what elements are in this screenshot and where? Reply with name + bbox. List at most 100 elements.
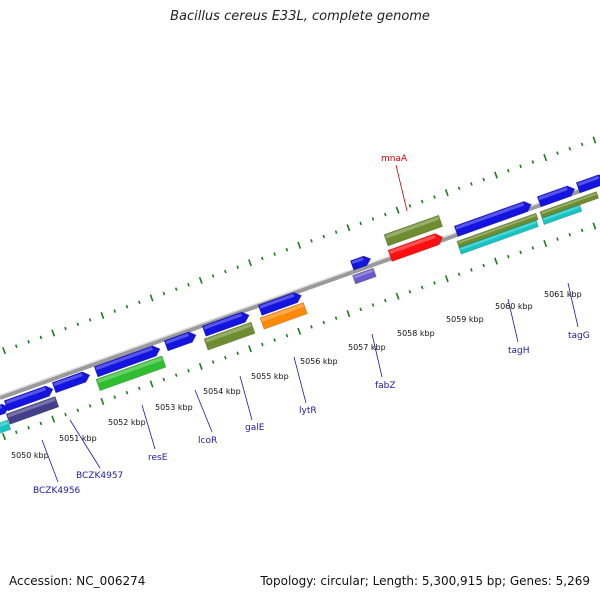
scale-dot-upper [470, 182, 473, 186]
scale-dot-upper [482, 177, 485, 182]
tick-label: 5059 kbp [446, 315, 484, 324]
scale-dot-lower [51, 415, 56, 423]
gene-bar [95, 355, 167, 392]
gene-shape [5, 396, 60, 425]
gene-shine [205, 323, 252, 343]
gene-shine [538, 187, 568, 201]
gene-shape [352, 267, 377, 285]
gene-shape [458, 219, 539, 255]
scale-dot-upper [444, 189, 449, 197]
topology-text: Topology: circular; Length: 5,300,915 bp… [260, 574, 590, 588]
gene-shine [0, 421, 8, 428]
tick-label: 5051 kbp [59, 434, 97, 443]
gene-shine [259, 293, 295, 309]
gene-shape [0, 403, 10, 418]
gene-bar [383, 214, 444, 247]
scale-dot-lower [395, 292, 400, 300]
gene-shine [543, 205, 580, 221]
tick-label: 5053 kbp [155, 403, 193, 412]
gene-shine [351, 257, 364, 264]
gene-shape [575, 174, 600, 194]
gene-label-connector [371, 333, 383, 378]
scale-dot-upper [51, 329, 56, 337]
scale-dot-lower [224, 355, 227, 360]
gene-shine [95, 347, 153, 371]
gene-bar [3, 385, 54, 412]
scale-dot-lower [519, 250, 522, 255]
scale-dot-upper [285, 247, 289, 252]
scale-dot-lower [371, 303, 375, 307]
scale-dot-upper [420, 199, 424, 204]
scale-dot-lower [248, 345, 252, 353]
scale-dot-upper [76, 322, 80, 327]
scale-dot-upper [162, 291, 166, 296]
gene-shape [203, 321, 256, 351]
gene-shape [539, 191, 600, 219]
scale-dot-lower [15, 430, 18, 434]
gene-bar [163, 331, 197, 352]
map-title: Bacillus cereus E33L, complete genome [170, 9, 430, 24]
gene-bar [458, 219, 539, 255]
gene-label: tagH [508, 346, 530, 356]
gene-shape [536, 185, 576, 208]
scale-dot-upper [149, 294, 154, 302]
scale-dot-upper [519, 164, 522, 169]
tick-labels: 5050 kbp 5051 kbp 5052 kbp 5053 kbp 5054 kbp… [11, 290, 582, 460]
gene-label: lcoR [198, 436, 217, 446]
scale-dot-upper [592, 136, 597, 144]
scale-dot-upper [39, 335, 43, 340]
scale-dot-upper [224, 269, 227, 274]
gene-label: lytR [299, 406, 317, 416]
scale-dot-lower [261, 342, 264, 347]
gene-shape [163, 331, 197, 352]
gene-shape [0, 419, 12, 435]
gene-label-connector [507, 298, 519, 343]
gene-shape [453, 200, 532, 237]
scale-dot-upper [384, 212, 387, 217]
scale-dot-lower [198, 362, 203, 370]
gene-bar [539, 191, 600, 219]
scale-dot-lower [346, 310, 351, 318]
scale-dot-upper [15, 344, 18, 348]
tick-label: 5055 kbp [251, 372, 289, 381]
scale-dot-upper [433, 195, 436, 199]
gene-bar [0, 403, 10, 418]
tick-label: 5050 kbp [11, 451, 49, 460]
feature-track [0, 174, 600, 435]
tick-label: 5060 kbp [495, 302, 533, 311]
scale-dot-upper [138, 300, 141, 305]
gene-shine [455, 202, 525, 230]
gene-shine [577, 175, 600, 187]
scale-dot-lower [27, 426, 30, 430]
tick-label: 5056 kbp [300, 357, 338, 366]
gene-shape [257, 291, 302, 316]
tick-label: 5058 kbp [397, 329, 435, 338]
scale-dot-upper [248, 259, 252, 267]
gene-label: tagG [568, 331, 590, 341]
scale-dot-upper [310, 239, 313, 243]
scale-dot-lower [2, 433, 6, 441]
scale-dot-upper [211, 274, 215, 278]
gene-bar [536, 185, 576, 208]
gene-shine [261, 303, 304, 322]
scale-dot-upper [568, 146, 572, 151]
scale-dot-upper [395, 206, 400, 214]
scale-dot-lower [125, 390, 129, 395]
scale-dot-lower [113, 395, 116, 399]
gene-labels: BCZK4956 BCZK4957 resE lcoR galE lytR fabZ tagH… [33, 154, 590, 496]
gene-bar [259, 302, 308, 330]
gene-shape [3, 385, 54, 412]
scale-dot-upper [273, 252, 276, 256]
scale-dot-upper [408, 204, 412, 208]
gene-shine [353, 269, 374, 279]
scale-dot-lower [76, 408, 80, 413]
scale-dot-upper [64, 326, 67, 331]
scale-dot-upper [543, 153, 548, 162]
gene-label: galE [245, 423, 265, 433]
scale-dot-upper [125, 304, 129, 309]
scale-dot-lower [457, 272, 461, 277]
scale-dot-upper [2, 347, 6, 355]
gene-label-connector [293, 356, 307, 404]
tick-label: 5061 kbp [544, 290, 582, 299]
scale-dot-lower [482, 263, 485, 268]
